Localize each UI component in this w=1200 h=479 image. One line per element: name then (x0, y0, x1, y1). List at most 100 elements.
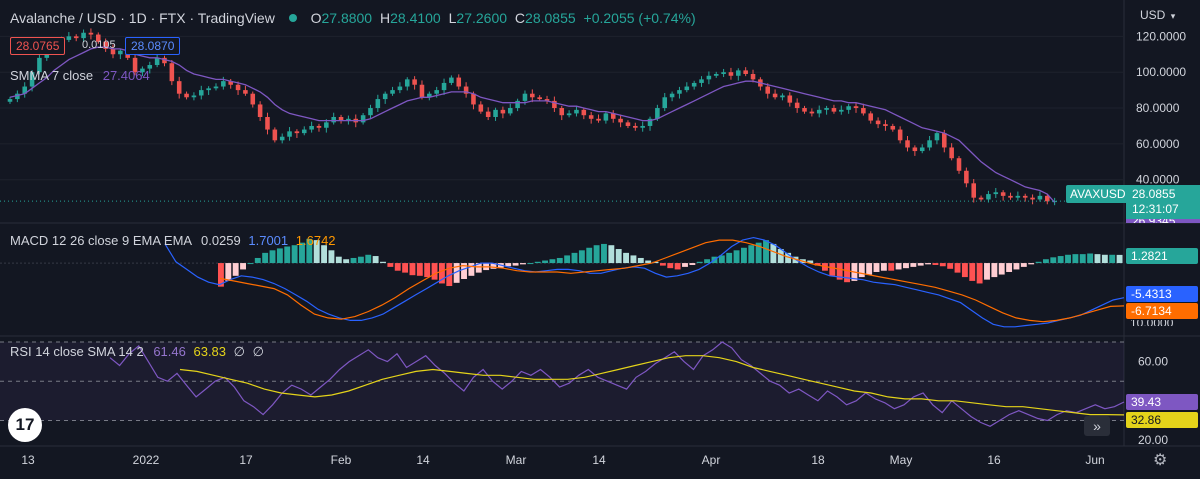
candle-body (132, 57, 138, 73)
macd-histogram-bar (505, 263, 512, 267)
macd-histogram-bar (571, 252, 578, 264)
macd-histogram-bar (586, 247, 593, 264)
candle-body (184, 93, 189, 98)
candle-body (846, 106, 851, 110)
spread-value: 0.0105 (82, 39, 116, 51)
ohlc-change: +0.2055 (+0.74%) (583, 10, 696, 26)
candle-body (736, 70, 741, 76)
smma-value: 27.4064 (102, 68, 150, 83)
gear-icon[interactable]: ⚙ (1153, 452, 1168, 469)
macd-histogram-bar (556, 257, 563, 264)
macd-signal-badge: -6.7134 (1126, 303, 1198, 319)
macd-histogram-bar (748, 245, 755, 264)
macd-histogram-bar (895, 263, 902, 270)
macd-histogram-bar (696, 261, 703, 264)
macd-histogram-bar (534, 261, 541, 264)
candle-body (346, 118, 351, 121)
macd-histogram-bar (903, 263, 909, 269)
time-tick-label: Jun (1085, 453, 1104, 467)
tradingview-logo-icon: 17 (8, 408, 42, 442)
candle-body (301, 129, 307, 134)
candle-body (728, 72, 734, 76)
candle-body (794, 102, 800, 109)
candle-body (515, 100, 520, 109)
ohlc-open: 27.8800 (321, 10, 373, 26)
macd-histogram-bar (284, 246, 291, 264)
candle-body (964, 170, 969, 184)
macd-histogram-bar (1006, 263, 1013, 272)
candle-body (544, 99, 550, 101)
candle-body (206, 88, 211, 91)
candle-body (978, 197, 984, 200)
macd-histogram-bar (424, 263, 431, 278)
candle-body (1022, 195, 1028, 198)
candle-body (669, 93, 675, 98)
macd-histogram-bar (1050, 257, 1057, 264)
candle-body (905, 140, 910, 148)
candle-body (868, 113, 874, 121)
macd-histogram-bar (932, 263, 939, 265)
rsi-extra-1: ∅ (233, 344, 245, 359)
candle-body (287, 131, 292, 137)
candle-body (154, 57, 160, 66)
macd-histogram-bar (313, 240, 320, 264)
ohlc-o-label: O (310, 10, 322, 26)
rsi-label: RSI 14 close SMA 14 2 (10, 344, 144, 359)
candle-body (382, 93, 388, 100)
macd-histogram-bar (1035, 261, 1042, 264)
macd-histogram-bar (468, 263, 475, 276)
macd-histogram-bar (1065, 254, 1071, 264)
candle-body (993, 192, 999, 195)
chart-title: Avalanche / USD · 1D · FTX · TradingView (10, 10, 275, 26)
candle-body (956, 158, 962, 171)
candle-body (839, 109, 844, 112)
candle-body (471, 93, 476, 105)
candle-body (772, 93, 778, 98)
macd-histogram-bar (299, 242, 305, 264)
macd-histogram-bar (880, 263, 887, 271)
ohlc-high: 28.4100 (390, 10, 441, 26)
candle-body (316, 125, 322, 128)
candle-body (633, 125, 638, 128)
candle-body (919, 147, 925, 152)
macd-histogram-bar (961, 263, 968, 278)
macd-histogram-bar (991, 263, 998, 278)
macd-line-badge: -5.4313 (1126, 286, 1198, 302)
candle-body (88, 32, 94, 35)
candle-body (1030, 197, 1035, 200)
time-tick-label: Apr (702, 453, 721, 467)
candle-body (478, 104, 484, 112)
time-tick-label: 14 (592, 453, 606, 467)
candle-body (176, 81, 182, 94)
buy-price-button[interactable]: 28.0870 (125, 37, 181, 55)
scroll-right-icon[interactable]: » (1084, 416, 1110, 436)
candle-body (213, 86, 219, 89)
candle-body (610, 113, 616, 119)
currency-select[interactable]: USD ▾ (1140, 8, 1175, 22)
macd-histogram-bar (409, 263, 416, 276)
macd-histogram-bar (335, 256, 342, 264)
candle-body (552, 100, 557, 109)
macd-histogram-bar (630, 255, 637, 264)
candle-body (1037, 195, 1043, 200)
candle-body (37, 57, 42, 73)
macd-histogram-bar (225, 263, 232, 281)
candle-body (662, 97, 668, 109)
macd-signal-value: 1.6742 (295, 233, 336, 248)
candle-body (566, 113, 572, 116)
sell-price-button[interactable]: 28.0765 (10, 37, 66, 55)
macd-histogram-bar (1028, 263, 1035, 265)
macd-histogram-bar (1094, 254, 1101, 264)
candle-body (927, 140, 932, 148)
macd-histogram-bar (645, 260, 652, 264)
candle-body (971, 183, 977, 198)
last-price-badge: 28.0855 12:31:07 (1126, 185, 1200, 223)
rsi-sma-value: 63.83 (193, 344, 227, 359)
candle-body (743, 70, 748, 74)
macd-histogram-bar (925, 263, 932, 265)
bar-countdown: 12:31:07 (1132, 202, 1179, 216)
macd-histogram-bar (858, 263, 865, 278)
macd-histogram-bar (1020, 263, 1027, 267)
macd-histogram-bar (1057, 256, 1064, 264)
time-tick-label: 16 (987, 453, 1001, 467)
